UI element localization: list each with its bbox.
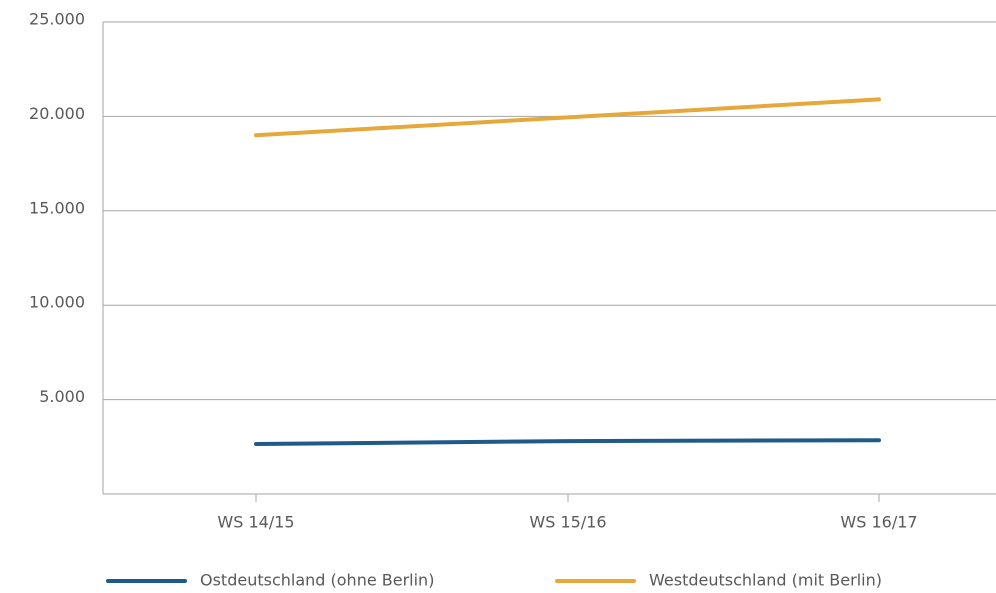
y-tick-label: 5.000	[39, 387, 85, 406]
x-tick-label: WS 14/15	[217, 513, 294, 532]
data-line	[254, 438, 881, 446]
y-tick-label: 10.000	[29, 293, 85, 312]
x-tick-label: WS 16/17	[840, 513, 917, 532]
x-tick-label: WS 15/16	[529, 513, 606, 532]
legend-label: Westdeutschland (mit Berlin)	[649, 571, 882, 590]
y-tick-label: 25.000	[29, 10, 85, 29]
data-line	[254, 97, 881, 138]
y-tick-label: 15.000	[29, 198, 85, 217]
legend-label: Ostdeutschland (ohne Berlin)	[200, 571, 434, 590]
y-tick-label: 20.000	[29, 104, 85, 123]
